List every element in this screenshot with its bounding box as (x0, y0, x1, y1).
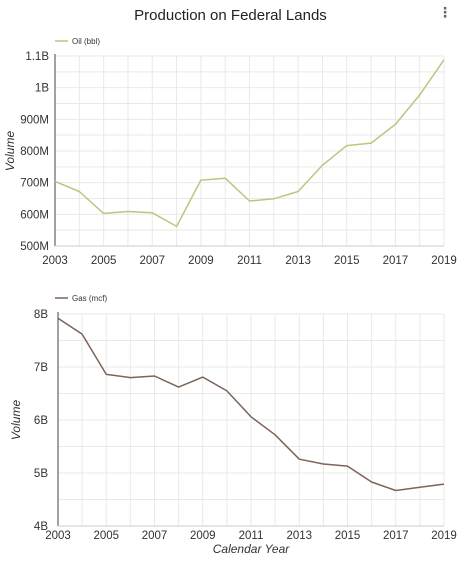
x-tick-label: 2013 (285, 255, 311, 267)
y-tick-label: 700M (20, 178, 49, 190)
x-tick-label: 2017 (383, 255, 409, 267)
y-tick-label: 8B (34, 309, 48, 321)
x-tick-label: 2007 (139, 255, 165, 267)
y-tick-label: 1.1B (25, 51, 49, 63)
y-tick-label: 7B (34, 362, 48, 374)
x-tick-label: 2007 (142, 530, 168, 542)
x-tick-label: 2011 (239, 530, 264, 542)
x-tick-label: 2005 (91, 255, 117, 267)
x-tick-label: 2009 (188, 255, 214, 267)
series-line (54, 59, 445, 228)
y-tick-label: 800M (20, 146, 49, 158)
y-tick-label: 500M (20, 241, 49, 253)
x-tick-label: 2013 (286, 530, 312, 542)
chart-title: Production on Federal Lands (134, 7, 327, 24)
legend-label: Oil (bbl) (72, 37, 100, 46)
x-tick-label: 2009 (190, 530, 216, 542)
x-tick-label: 2005 (93, 530, 119, 542)
x-tick-label: 2019 (431, 530, 457, 542)
y-tick-label: 5B (34, 468, 48, 480)
y-tick-label: 600M (20, 209, 49, 221)
x-tick-label: 2003 (42, 255, 68, 267)
y-axis-label: Volume (3, 131, 17, 172)
x-tick-label: 2015 (334, 255, 360, 267)
y-tick-label: 6B (34, 415, 48, 427)
y-tick-label: 900M (20, 114, 49, 126)
x-tick-label: 2003 (45, 530, 71, 542)
x-tick-label: 2015 (335, 530, 361, 542)
y-tick-label: 1B (35, 83, 49, 95)
x-tick-label: 2019 (431, 255, 457, 267)
x-tick-label: 2017 (383, 530, 409, 542)
y-tick-label: 4B (34, 521, 48, 533)
vertical-dots-icon[interactable]: ⋮ (438, 4, 452, 20)
x-tick-label: 2011 (237, 255, 262, 267)
series-line (57, 317, 445, 492)
legend-label: Gas (mcf) (72, 294, 107, 303)
y-axis-label: Volume (9, 400, 23, 441)
x-axis-label: Calendar Year (213, 542, 291, 556)
